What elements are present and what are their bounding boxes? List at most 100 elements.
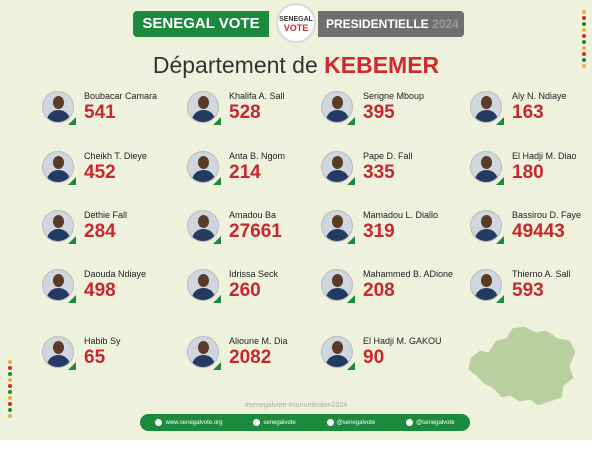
check-mark-icon <box>213 177 221 185</box>
candidate-votes: 593 <box>512 280 544 301</box>
header-year: 2024 <box>432 17 459 31</box>
candidate-name: Anta B. Ngom <box>229 151 286 161</box>
candidate-photo-body <box>47 288 70 300</box>
candidate-name: Alioune M. Dia <box>229 336 288 346</box>
candidate-votes: 27661 <box>229 221 282 242</box>
footer-website[interactable]: www.senegalvote.org <box>155 418 223 427</box>
check-mark-icon <box>213 117 221 125</box>
candidate-name: Habib Sy <box>84 336 121 346</box>
candidate-photo-head <box>332 274 343 287</box>
candidate-photo-head <box>481 96 492 109</box>
candidate-photo-head <box>53 96 64 109</box>
candidate-votes: 2082 <box>229 347 272 368</box>
candidate-name: El Hadji M. Diao <box>512 151 577 161</box>
instagram-icon <box>406 418 414 426</box>
candidate-photo-body <box>475 229 498 241</box>
logo-line1: SENEGAL <box>279 16 313 23</box>
candidate-votes: 49443 <box>512 221 565 242</box>
candidate-name: Serigne Mboup <box>363 91 425 101</box>
check-mark-icon <box>496 117 504 125</box>
candidate-card: Amadou Ba 27661 <box>187 206 327 256</box>
candidate-photo-body <box>475 110 498 122</box>
candidate-photo-body <box>192 355 215 367</box>
candidate-votes: 284 <box>84 221 116 242</box>
candidate-photo-body <box>47 229 70 241</box>
candidate-photo <box>42 210 74 242</box>
candidate-name: Aly N. Ndiaye <box>512 91 567 101</box>
candidate-photo-body <box>475 288 498 300</box>
candidate-card: Khalifa A. Sall 528 <box>187 87 327 137</box>
candidate-photo-body <box>326 110 349 122</box>
candidate-photo-body <box>192 288 215 300</box>
candidate-photo-head <box>198 274 209 287</box>
title-prefix: Département de <box>152 52 318 78</box>
results-poster: SENEGAL VOTE SENEGAL VOTE PRESIDENTIELLE… <box>0 0 592 440</box>
footer-instagram[interactable]: @senegalvote <box>406 418 455 427</box>
candidate-votes: 335 <box>363 162 395 183</box>
candidate-photo-head <box>332 215 343 228</box>
candidate-votes: 65 <box>84 347 106 368</box>
candidate-name: Cheikh T. Dieye <box>84 151 147 161</box>
dots-decoration-right <box>582 8 588 70</box>
candidate-photo-body <box>47 110 70 122</box>
check-mark-icon <box>347 295 355 303</box>
candidate-photo <box>321 91 353 123</box>
candidate-photo-head <box>53 341 64 354</box>
candidate-name: Bassirou D. Faye <box>512 210 582 220</box>
check-mark-icon <box>68 362 76 370</box>
candidate-photo-head <box>481 156 492 169</box>
candidate-photo <box>42 269 74 301</box>
candidate-card: Habib Sy 65 <box>42 332 182 382</box>
candidate-votes: 498 <box>84 280 116 301</box>
check-mark-icon <box>496 177 504 185</box>
twitter-icon <box>326 418 334 426</box>
logo-line2: VOTE <box>283 23 309 33</box>
candidate-votes: 528 <box>229 102 261 123</box>
candidate-photo-head <box>332 341 343 354</box>
header-senegal-vote: SENEGAL VOTE <box>133 11 269 37</box>
footer-twitter-text: @senegalvote <box>336 420 376 427</box>
check-mark-icon <box>347 236 355 244</box>
check-mark-icon <box>347 117 355 125</box>
candidate-photo-head <box>53 156 64 169</box>
candidate-card: El Hadji M. GAKOU 90 <box>321 332 461 382</box>
candidate-card: Anta B. Ngom 214 <box>187 147 327 197</box>
candidate-votes: 260 <box>229 280 261 301</box>
candidate-votes: 452 <box>84 162 116 183</box>
candidate-photo-body <box>326 355 349 367</box>
check-mark-icon <box>496 295 504 303</box>
check-mark-icon <box>68 117 76 125</box>
footer-twitter[interactable]: @senegalvote <box>326 418 376 427</box>
candidate-card: Boubacar Camara 541 <box>42 87 182 137</box>
check-mark-icon <box>68 177 76 185</box>
candidate-name: Dethie Fall <box>84 210 128 220</box>
candidate-name: Mahammed B. ADione <box>363 269 454 279</box>
candidate-card: El Hadji M. Diao 180 <box>470 147 592 197</box>
candidate-photo-head <box>198 156 209 169</box>
candidate-name: El Hadji M. GAKOU <box>363 336 442 346</box>
candidate-photo-head <box>198 215 209 228</box>
candidate-photo-body <box>47 170 70 182</box>
facebook-icon <box>253 418 261 426</box>
bottom-strip <box>0 440 599 450</box>
footer-facebook[interactable]: senegalvote <box>253 418 296 426</box>
footer-website-text: www.senegalvote.org <box>165 420 223 427</box>
header-presidentielle: PRESIDENTIELLE 2024 <box>318 11 464 37</box>
candidate-name: Amadou Ba <box>229 210 277 220</box>
candidate-photo-head <box>481 215 492 228</box>
candidate-card: Dethie Fall 284 <box>42 206 182 256</box>
candidate-photo-body <box>475 170 498 182</box>
candidate-photo-head <box>53 274 64 287</box>
candidate-card: Daouda Ndiaye 498 <box>42 265 182 315</box>
candidate-card: Cheikh T. Dieye 452 <box>42 147 182 197</box>
candidate-photo-head <box>332 156 343 169</box>
candidate-card: Bassirou D. Faye 49443 <box>470 206 592 256</box>
candidate-votes: 208 <box>363 280 395 301</box>
candidate-card: Alioune M. Dia 2082 <box>187 332 327 382</box>
candidate-name: Thierno A. Sall <box>512 269 571 279</box>
candidate-card: Aly N. Ndiaye 163 <box>470 87 592 137</box>
footer-instagram-text: @senegalvote <box>416 420 455 427</box>
header-presidentielle-label: PRESIDENTIELLE <box>326 17 429 31</box>
candidate-votes: 180 <box>512 162 544 183</box>
candidate-card: Pape D. Fall 335 <box>321 147 461 197</box>
